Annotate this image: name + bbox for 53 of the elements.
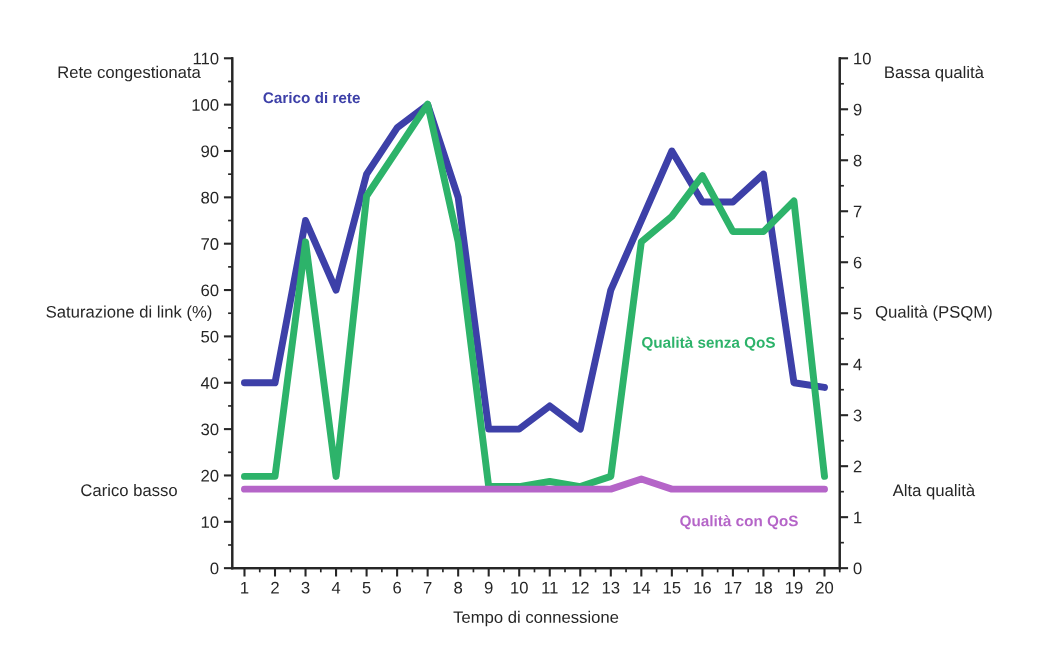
x-tick-label: 13	[602, 581, 620, 594]
y-tick-label: 110	[193, 52, 219, 65]
x-axis-title: Tempo di connessione	[453, 610, 619, 627]
x-tick-label: 15	[663, 581, 681, 594]
y2-tick-label: 4	[853, 358, 862, 371]
x-tick-label: 10	[511, 581, 528, 594]
text: Bassa qualità	[885, 65, 984, 82]
y2-tick-label: 1	[854, 511, 862, 524]
y2-tick-label: 7	[853, 205, 862, 218]
y2-tick-label: 9	[853, 103, 862, 116]
y-tick-label: 70	[201, 238, 219, 250]
text: Rete congestionata	[58, 65, 201, 82]
x-tick-label: 5	[362, 581, 371, 594]
x-tick-label: 7	[423, 581, 432, 594]
y-tick-label: 20	[201, 469, 219, 482]
series-label: Qualità con QoS	[680, 515, 798, 530]
y2-tick-label: 8	[853, 154, 862, 167]
x-tick-label: 18	[755, 581, 772, 594]
y-tick-label: 60	[201, 284, 219, 297]
x-tick-label: 1	[241, 581, 249, 594]
x-tick-label: 2	[271, 581, 279, 594]
x-tick-label: 3	[301, 581, 310, 594]
x-tick-label: 16	[694, 581, 711, 594]
y2-tick-label: 10	[854, 52, 871, 65]
y-tick-label: 100	[192, 99, 219, 111]
y-tick-label: 40	[200, 377, 219, 389]
y-tick-label: 10	[201, 516, 219, 529]
x-tick-label: 11	[542, 581, 558, 594]
y-tick-label: 30	[201, 423, 219, 436]
x-tick-label: 6	[393, 581, 402, 594]
y2-tick-label: 0	[853, 562, 862, 575]
y-tick-label: 90	[201, 145, 219, 158]
y2-tick-label: 5	[853, 307, 862, 320]
series-label: Qualità senza QoS	[642, 336, 775, 351]
y2-tick-label: 6	[853, 256, 862, 269]
y2-axis-title: Qualità (PSQM)	[875, 305, 992, 322]
text: Alta qualità	[892, 483, 976, 500]
y-axis-title: Saturazione di link (%)	[46, 305, 212, 321]
text: Carico basso	[81, 483, 177, 497]
y-tick-label: 80	[201, 191, 219, 204]
y-tick-label: 0	[210, 562, 219, 575]
x-tick-label: 12	[572, 581, 589, 594]
y-tick-label: 50	[201, 330, 219, 343]
x-tick-label: 8	[454, 581, 463, 594]
y2-tick-label: 2	[853, 460, 862, 473]
x-tick-label: 19	[785, 581, 803, 594]
x-tick-label: 17	[724, 581, 742, 594]
x-tick-label: 14	[633, 581, 651, 594]
x-tick-label: 20	[816, 581, 834, 594]
text: Carico di rete	[263, 91, 360, 104]
y2-tick-label: 3	[853, 409, 862, 422]
x-tick-label: 4	[331, 581, 341, 594]
x-tick-label: 9	[484, 581, 493, 594]
